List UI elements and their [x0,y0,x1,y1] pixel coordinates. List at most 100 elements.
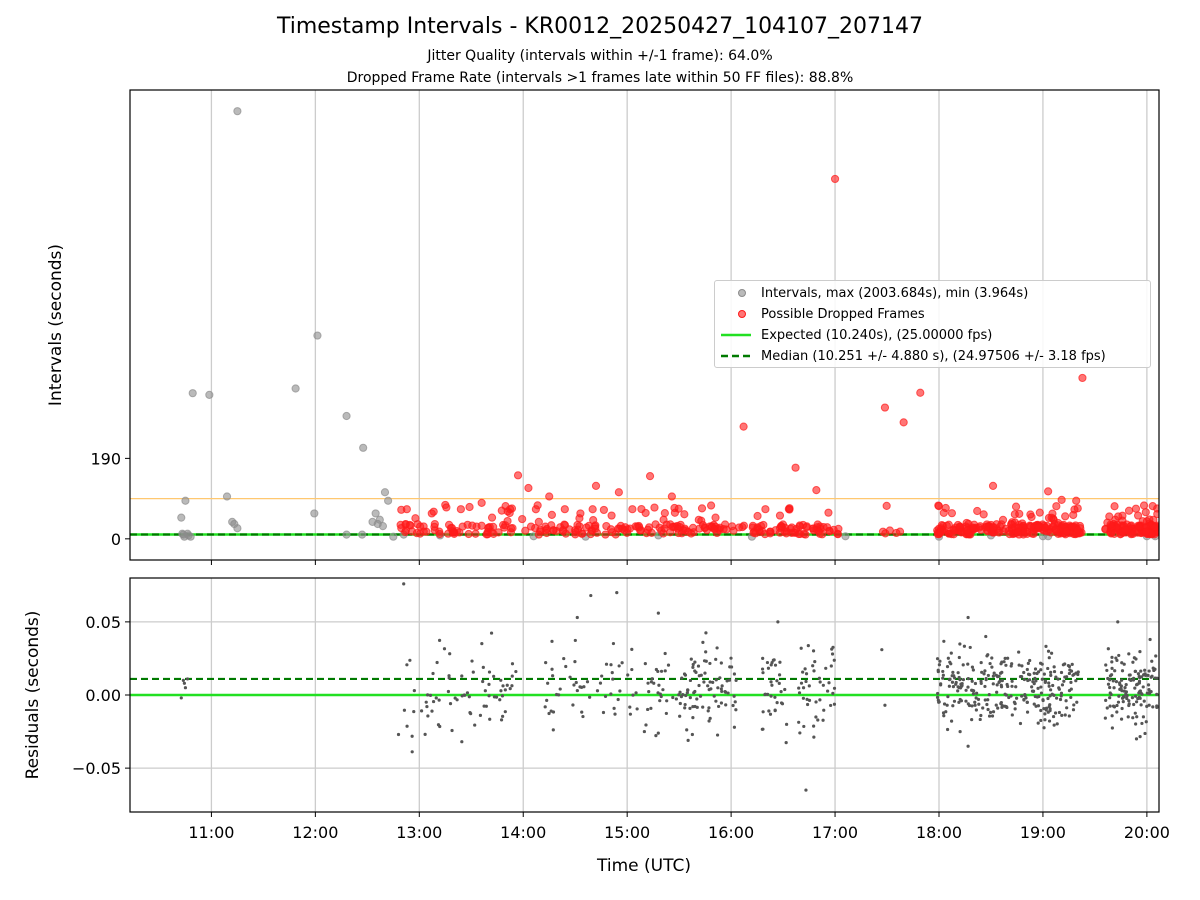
residual-point [405,724,409,728]
residual-point [990,665,994,669]
dropped-frame-point [949,530,958,539]
residual-point [424,700,428,704]
residual-point [1059,670,1064,675]
residual-point [1030,685,1034,689]
dropped-frame-point [1139,501,1149,510]
dropped-frame-point [606,525,616,534]
residuals-plot-panel: 11:00 12:00 13:00 14:00 15:00 16:00 17:00 18:00… [72,577,1170,842]
residual-point [611,641,616,646]
bottom-y-tick-label: −0.05 [72,759,121,778]
dropped-frame-point [1106,520,1115,529]
residual-point [396,732,401,737]
residual-point [1031,689,1036,693]
residual-point [1033,667,1038,671]
residual-point [1066,663,1070,668]
residual-point [966,677,970,681]
residual-point [937,663,941,667]
residual-point [544,661,548,665]
residual-point [1027,678,1032,682]
residual-point [689,657,693,661]
residual-point [832,702,837,706]
residual-point [564,664,568,669]
residual-point [503,710,507,714]
residual-point [1042,672,1046,676]
residual-point [1059,694,1063,698]
residual-point [1046,649,1051,653]
residual-point [550,639,554,643]
dropped-frame-point [660,524,669,533]
dropped-frame-point [944,520,953,529]
residual-point [423,732,427,736]
legend-label-intervals: Intervals, max (2003.684s), min (3.964s) [761,286,1029,301]
residual-point [966,685,970,689]
residual-point [981,706,985,710]
residual-point [410,734,414,738]
residual-point [604,662,609,666]
residual-point [984,676,988,681]
residual-point [949,719,954,723]
residual-point [480,641,484,646]
residual-point [1023,693,1027,698]
residual-point [402,708,407,712]
residual-point [1153,676,1157,680]
residual-point [801,686,806,690]
dropped-frame-point [1105,512,1114,521]
residual-point [724,690,728,694]
residual-point [985,702,989,707]
residual-point [1151,705,1155,709]
residual-point [1127,652,1131,656]
legend-label-dropped-frames: Possible Dropped Frames [761,307,925,322]
residual-point [1053,711,1058,715]
dropped-frame-point [697,504,707,513]
residual-point [690,732,694,737]
residual-point [988,710,993,714]
residual-point [972,689,976,693]
residual-point [573,638,577,643]
residual-point [945,727,950,732]
residual-point [1147,703,1151,707]
residual-point [942,639,946,643]
residual-point [966,662,970,666]
residual-point [829,664,833,668]
residual-point [961,663,965,667]
dropped-frame-point [815,529,825,538]
residual-point [973,681,978,686]
residual-point [766,666,771,670]
residual-point [683,702,687,707]
residual-point [966,744,970,748]
residual-point [1134,737,1139,741]
dropped-frame-point [419,527,428,536]
residual-point [658,692,662,696]
residual-point [482,704,486,708]
residual-point [1116,620,1120,624]
residual-point [983,698,987,702]
residual-point [1074,679,1078,683]
dropped-frame-point [710,524,719,533]
residual-point [412,688,416,693]
residual-point [694,670,698,674]
residual-point [1069,695,1073,700]
residual-point [703,671,707,675]
residual-point [801,696,806,700]
residual-point [1138,734,1142,739]
dropped-frame-point [549,526,558,535]
residual-point [824,666,828,670]
residual-point [1119,684,1123,688]
residual-point [1139,669,1143,673]
residual-point [707,706,711,710]
residual-point [1148,637,1152,642]
dropped-frame-point [1070,505,1079,514]
residual-point [706,709,710,713]
residual-point [1122,695,1126,699]
residual-point [720,684,724,688]
residual-point [510,662,515,666]
residual-point [719,661,723,665]
residual-point [715,733,720,737]
interval-point [380,488,390,497]
residual-point [1020,674,1024,679]
residual-point [1113,669,1117,673]
residual-point [1032,671,1036,675]
residual-point [499,718,504,722]
residual-point [935,695,940,700]
residual-point [945,665,950,669]
